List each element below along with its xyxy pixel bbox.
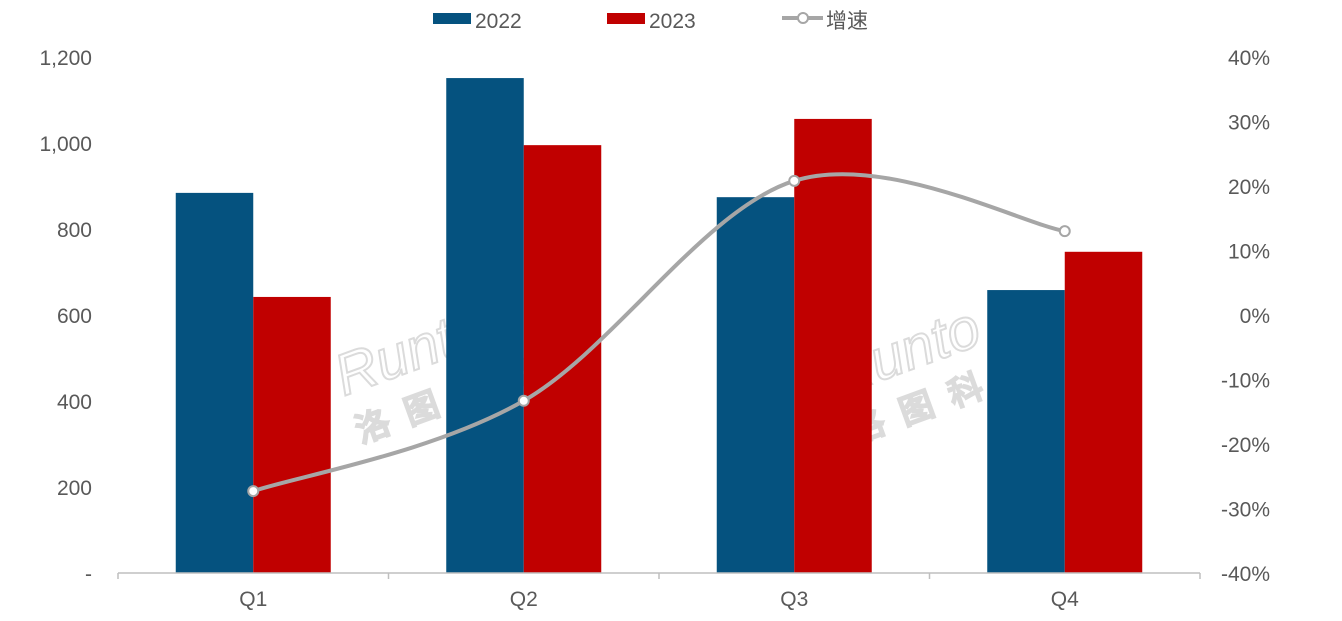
legend-swatch-2023 — [607, 13, 645, 24]
y-right-tick-label: 10% — [1228, 241, 1270, 264]
y-right-tick-label: -10% — [1221, 370, 1270, 393]
y-right-tick-label: 40% — [1228, 47, 1270, 70]
growth-point-Q1 — [247, 485, 260, 498]
y-right-tick-label: 20% — [1228, 176, 1270, 199]
bar-2022-Q4 — [987, 290, 1065, 573]
growth-line — [252, 172, 1066, 493]
bar-2022-Q3 — [716, 197, 795, 573]
legend-label-2022: 2022 — [475, 10, 522, 33]
growth-point-Q3 — [788, 174, 801, 187]
y-right-tick-label: -20% — [1221, 434, 1270, 457]
legend-label-growth: 增速 — [826, 10, 868, 33]
x-tick-label: Q1 — [239, 588, 267, 611]
bar-2022-Q2 — [446, 78, 524, 573]
y-left-tick-label: 600 — [57, 305, 92, 328]
y-left-tick-label: 200 — [57, 477, 92, 500]
bar-2023-Q2 — [523, 145, 602, 573]
x-tick-label: Q4 — [1051, 588, 1079, 611]
y-left-tick-label: - — [85, 563, 92, 586]
legend-marker — [797, 12, 809, 24]
y-left-tick-label: 1,200 — [39, 47, 92, 70]
growth-point-Q4 — [1058, 225, 1071, 238]
y-right-tick-label: -30% — [1221, 499, 1270, 522]
bar-2022-Q1 — [175, 192, 254, 573]
bar-2023-Q4 — [1064, 251, 1143, 574]
x-tick-label: Q3 — [780, 588, 808, 611]
y-right-tick-label: 30% — [1228, 112, 1270, 135]
y-right-tick-label: 0% — [1240, 305, 1270, 328]
y-left-tick-label: 1,000 — [39, 133, 92, 156]
x-tick-label: Q2 — [510, 588, 538, 611]
y-left-tick-label: 800 — [57, 219, 92, 242]
bar-2023-Q1 — [253, 296, 331, 573]
bar-2023-Q3 — [794, 118, 872, 574]
legend-swatch-2022 — [433, 13, 471, 24]
y-right-tick-label: -40% — [1221, 563, 1270, 586]
y-left-tick-label: 400 — [57, 391, 92, 414]
growth-point-Q2 — [517, 394, 530, 407]
legend-label-2023: 2023 — [649, 10, 696, 33]
